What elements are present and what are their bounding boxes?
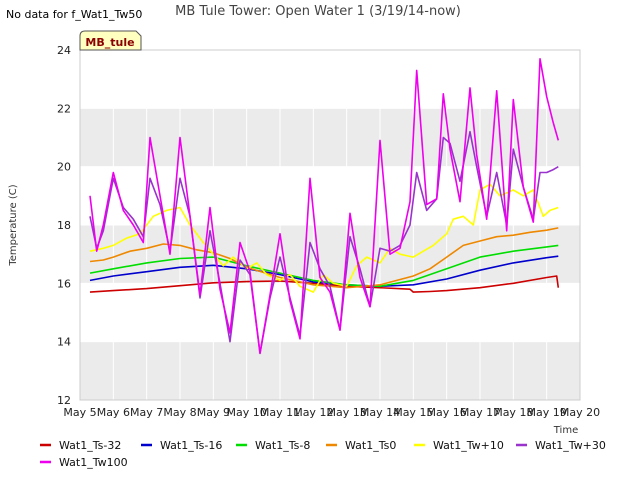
plot-bands xyxy=(80,108,580,400)
y-tick-labels: 12 14 16 18 20 22 24 xyxy=(57,44,71,407)
x-tick-label: May 16 xyxy=(427,406,467,419)
y-axis-title: Temperature (C) xyxy=(8,184,19,266)
series-line-wat1-ts-8 xyxy=(89,244,559,288)
legend: Wat1_Ts-32 Wat1_Ts-16 Wat1_Ts-8 Wat1_Ts0 Wat… xyxy=(40,439,606,469)
y-tick-label: 14 xyxy=(57,336,71,349)
legend-label: Wat1_Tw+10 xyxy=(433,439,504,452)
x-axis-title: Time xyxy=(553,425,578,436)
y-tick-label: 22 xyxy=(57,102,71,115)
x-tick-label: May 7 xyxy=(130,406,163,419)
series-lines xyxy=(89,57,560,355)
legend-label: Wat1_Tw100 xyxy=(59,456,128,469)
x-tick-label: May 14 xyxy=(360,406,400,419)
legend-label: Wat1_Ts-32 xyxy=(59,439,121,452)
x-tick-label: May 12 xyxy=(293,406,333,419)
plot-band xyxy=(80,108,580,167)
station-badge-shape xyxy=(79,30,142,51)
legend-label: Wat1_Tw+30 xyxy=(535,439,606,452)
x-tick-label: May 5 xyxy=(63,406,96,419)
plot-band xyxy=(80,341,580,400)
x-tick-label: May 15 xyxy=(393,406,433,419)
series-line-wat1-ts0 xyxy=(89,227,559,289)
x-tick-label: May 10 xyxy=(227,406,267,419)
x-tick-label: May 8 xyxy=(163,406,196,419)
x-tick-label: May 6 xyxy=(97,406,130,419)
station-badge-label: MB_tule xyxy=(85,36,134,49)
series-line-wat1-tw-10 xyxy=(89,183,559,293)
legend-label: Wat1_Ts-16 xyxy=(160,439,222,452)
y-tick-label: 16 xyxy=(57,277,71,290)
x-tick-label: May 9 xyxy=(197,406,230,419)
station-badge: MB_tule xyxy=(79,30,142,51)
x-tick-label: May 19 xyxy=(527,406,567,419)
y-tick-label: 20 xyxy=(57,161,71,174)
series-line-wat1-tw100 xyxy=(89,57,560,355)
plot-frame xyxy=(79,49,581,401)
legend-label: Wat1_Ts0 xyxy=(345,439,396,452)
plot-band xyxy=(80,225,580,284)
x-tick-label: May 18 xyxy=(493,406,533,419)
y-tick-label: 12 xyxy=(57,394,71,407)
series-line-wat1-ts-32 xyxy=(89,275,560,293)
x-tick-label: May 13 xyxy=(327,406,367,419)
y-tick-label: 18 xyxy=(57,219,71,232)
x-tick-label: May 11 xyxy=(260,406,300,419)
chart-title: MB Tule Tower: Open Water 1 (3/19/14-now… xyxy=(175,4,461,19)
x-tick-label: May 17 xyxy=(460,406,500,419)
y-tick-label: 24 xyxy=(57,44,71,57)
legend-label: Wat1_Ts-8 xyxy=(255,439,310,452)
x-tick-label: May 20 xyxy=(560,406,600,419)
no-data-note: No data for f_Wat1_Tw50 xyxy=(6,8,142,21)
grid-lines xyxy=(79,49,581,401)
